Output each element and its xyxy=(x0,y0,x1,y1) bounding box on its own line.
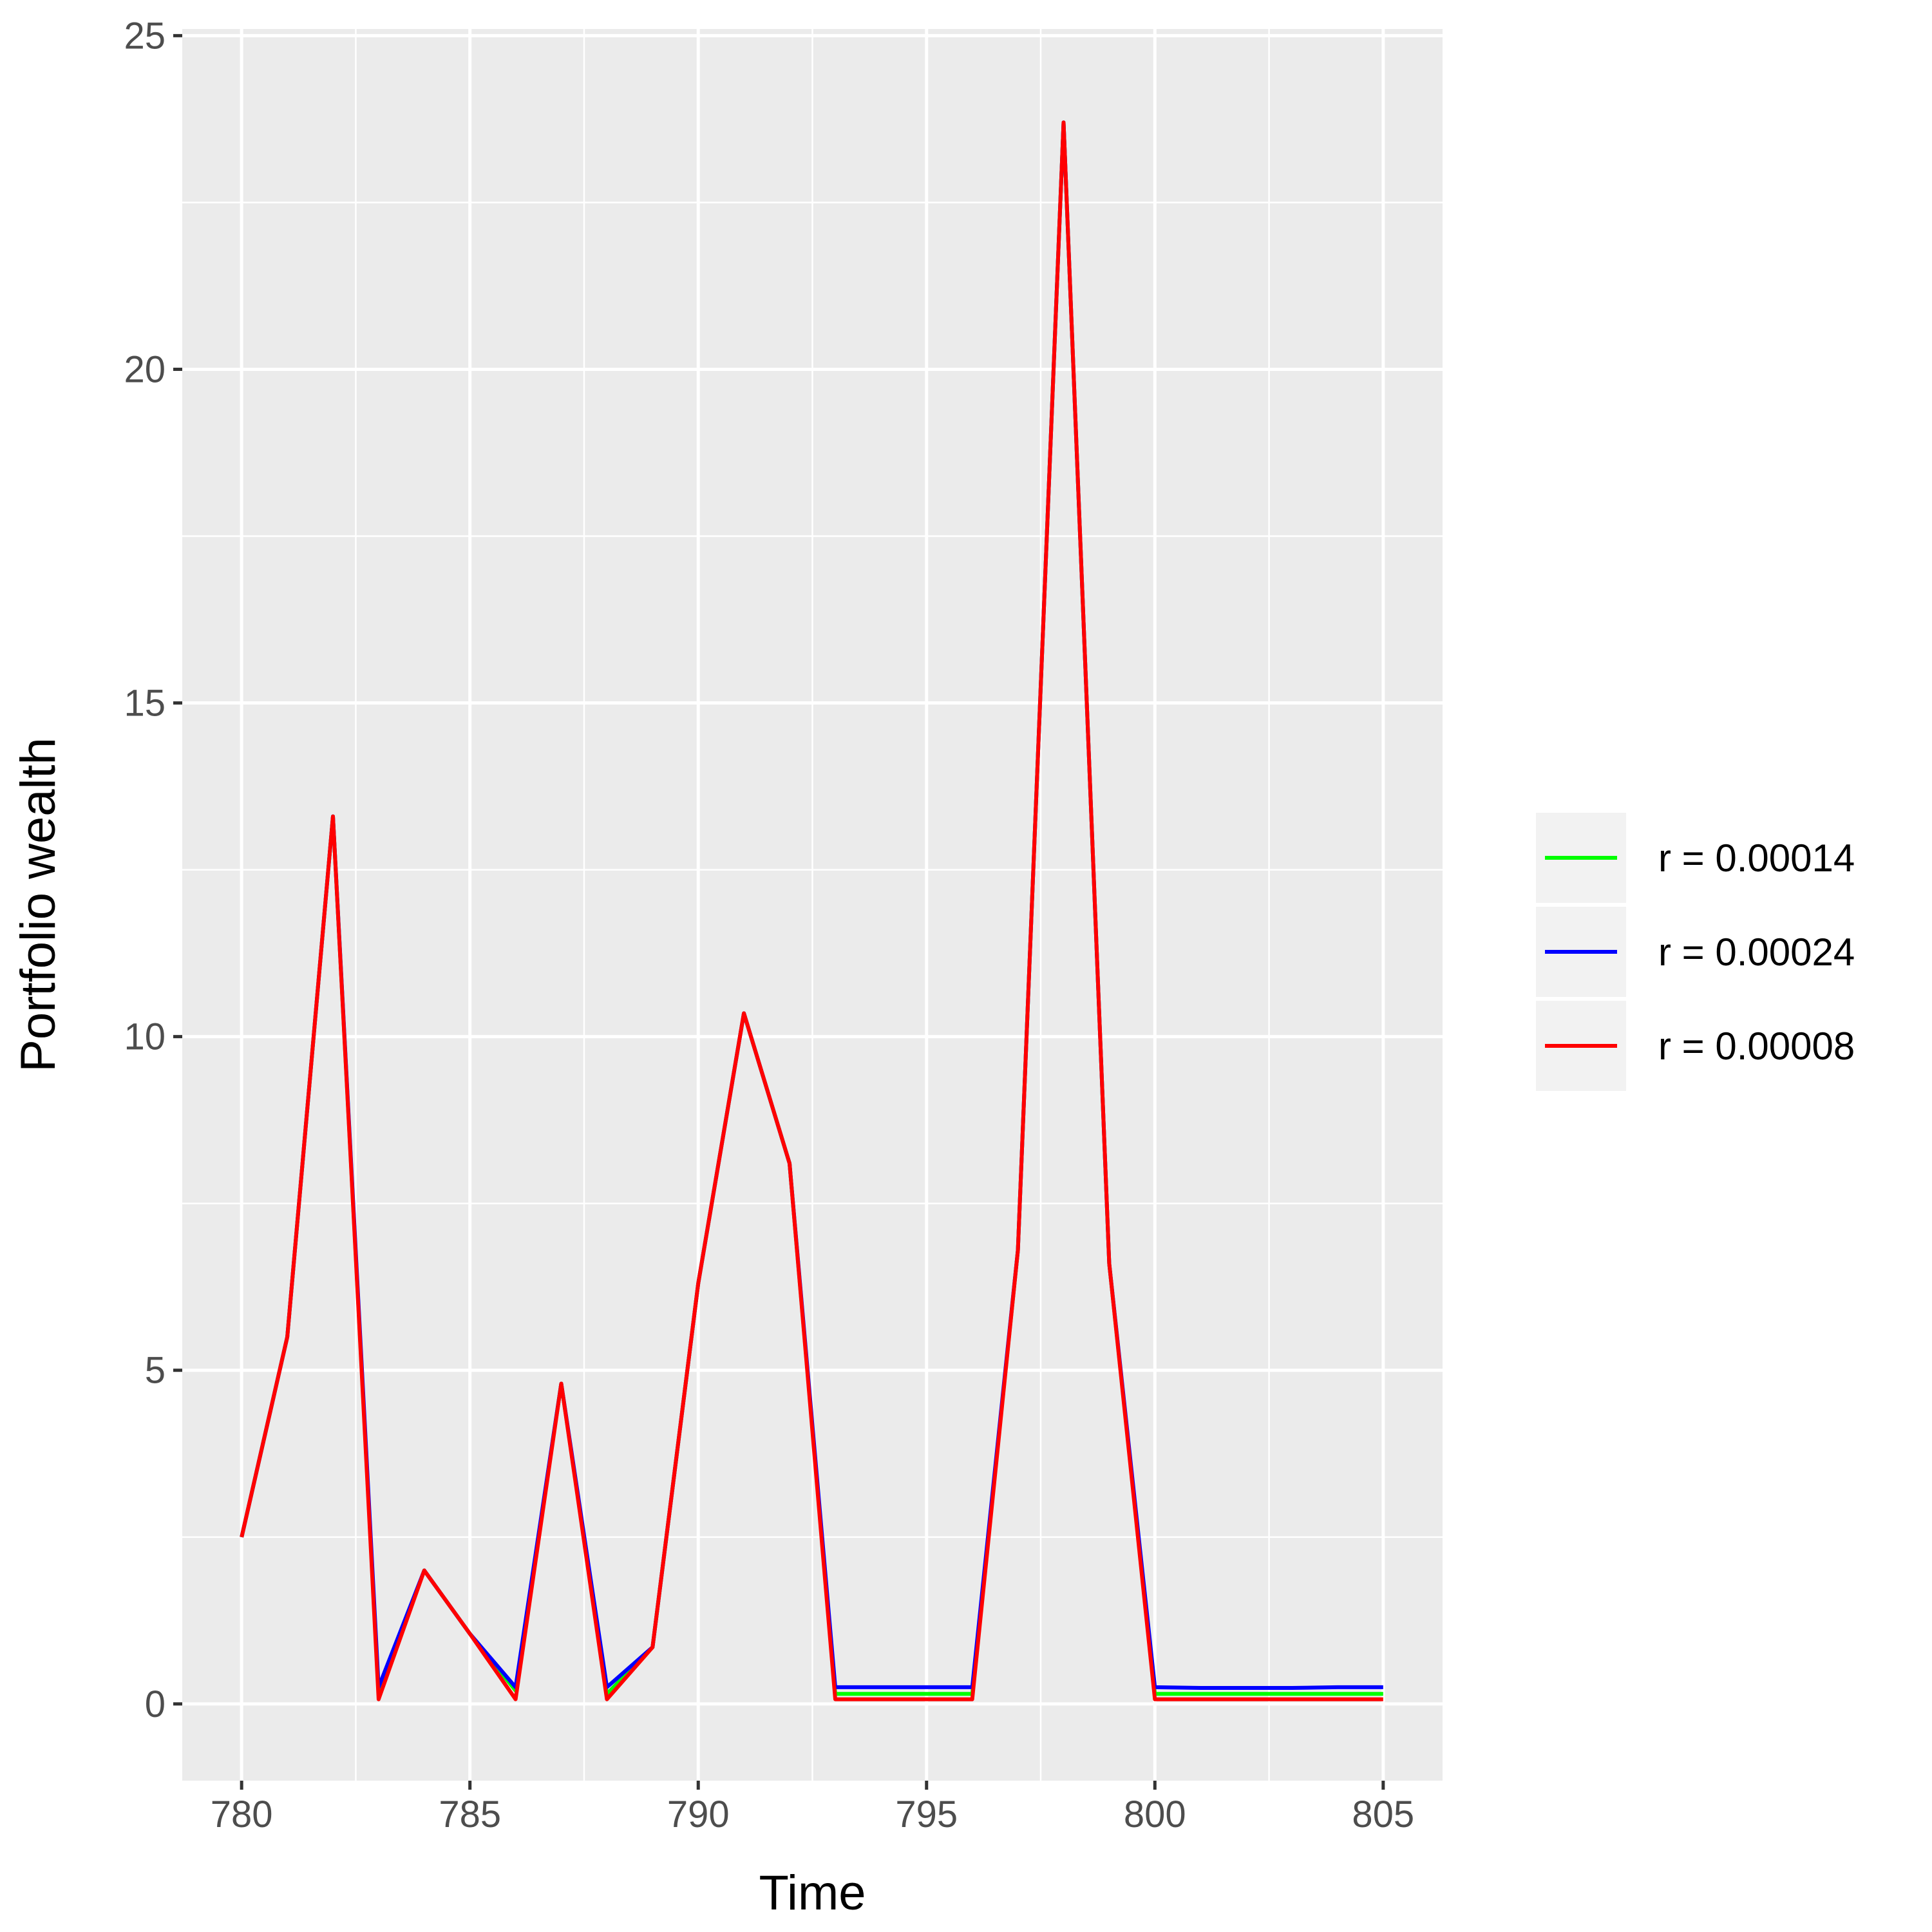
y-tick-label: 10 xyxy=(124,1016,166,1058)
x-axis: 780 785 790 795 800 805 xyxy=(211,1781,1414,1835)
series-line-3 xyxy=(240,120,1383,1701)
x-tick-label: 795 xyxy=(895,1794,958,1835)
x-tick-label: 800 xyxy=(1124,1794,1186,1835)
x-tick-label: 780 xyxy=(211,1794,273,1835)
series-lines xyxy=(240,120,1383,1701)
y-axis: 0 5 10 15 20 25 xyxy=(124,15,182,1725)
x-tick-label: 785 xyxy=(439,1794,501,1835)
y-tick-label: 5 xyxy=(145,1350,166,1392)
x-tick-label: 790 xyxy=(667,1794,730,1835)
y-tick-label: 20 xyxy=(124,348,166,390)
legend-label: r = 0.00008 xyxy=(1658,1025,1855,1068)
x-tick-label: 805 xyxy=(1352,1794,1414,1835)
y-tick-label: 0 xyxy=(145,1683,166,1725)
grid-major xyxy=(182,29,1443,1781)
x-axis-title: Time xyxy=(759,1866,866,1920)
y-tick-label: 25 xyxy=(124,15,166,57)
grid-minor xyxy=(182,29,1443,1781)
legend-label: r = 0.00024 xyxy=(1658,931,1855,974)
legend-label: r = 0.00014 xyxy=(1658,837,1855,880)
y-tick-label: 15 xyxy=(124,683,166,724)
y-axis-title: Portfolio wealth xyxy=(11,737,66,1072)
legend: r = 0.00014 r = 0.00024 r = 0.00008 xyxy=(1536,813,1855,1091)
